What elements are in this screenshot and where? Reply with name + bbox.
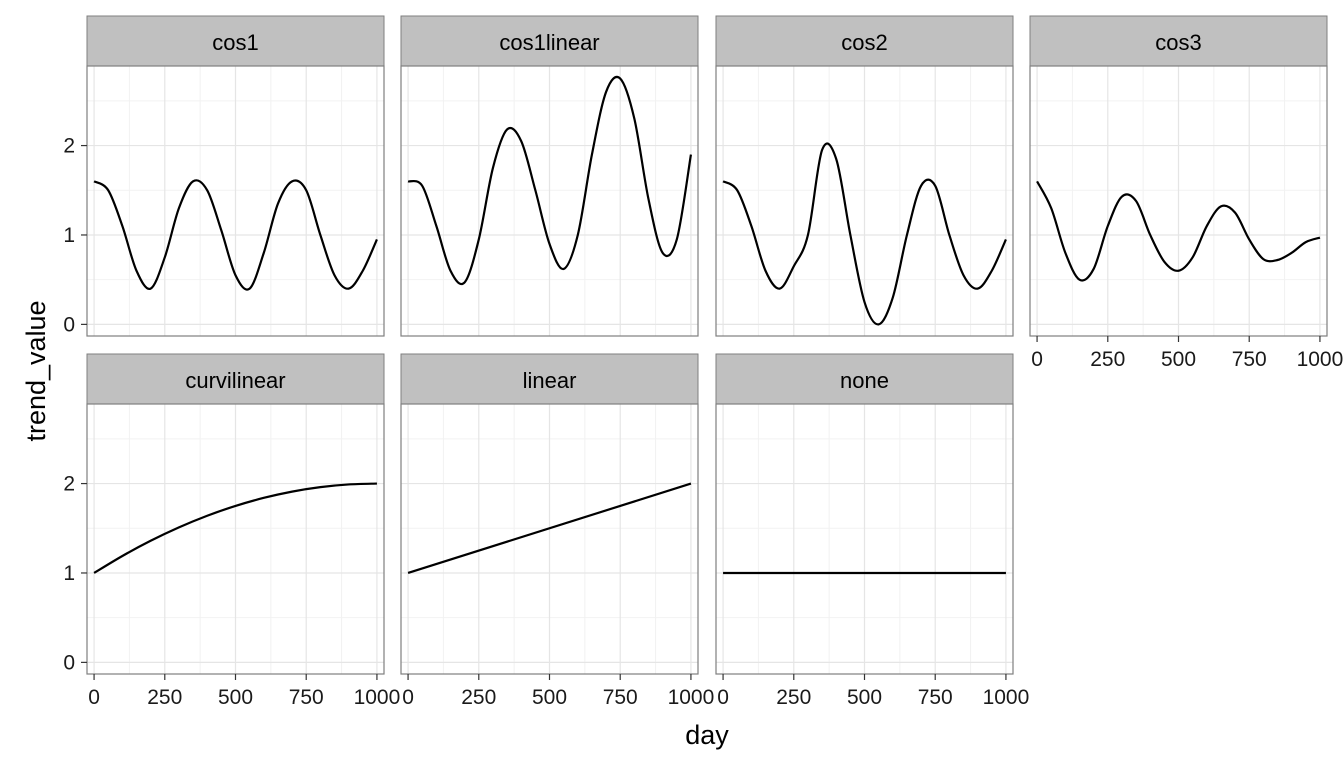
x-tick-label: 1000	[354, 686, 401, 709]
facet-strip	[715, 353, 1014, 405]
series-line-linear	[407, 482, 692, 575]
x-tick-label: 500	[218, 686, 253, 709]
series-line-cos2	[722, 142, 1007, 326]
facet-strip-label: cos1linear	[499, 30, 599, 55]
x-tick-label: 750	[1232, 348, 1267, 371]
facet-panel-cos3: cos3 0 250 500 750 1000	[1029, 15, 1344, 371]
x-tick-label: 1000	[668, 686, 715, 709]
series-line-cos1	[93, 179, 378, 291]
facet-panel-cos1linear: cos1linear	[400, 15, 699, 337]
x-tick-label: 0	[402, 686, 414, 709]
x-tick-label: 0	[717, 686, 729, 709]
facet-strip-label: cos3	[1155, 30, 1201, 55]
facet-strip	[86, 15, 385, 67]
y-axis-title: trend_value	[21, 300, 51, 441]
facet-panel-linear: linear 0 250 500 750 1000	[400, 353, 715, 709]
facet-strip	[1029, 15, 1328, 67]
y-tick-label: 0	[63, 651, 75, 674]
x-tick-label: 250	[776, 686, 811, 709]
facet-panel-curvilinear: curvilinear 0 1 2 0 250 500 750 1000	[63, 353, 401, 709]
x-tick-label: 500	[1161, 348, 1196, 371]
series-line-curvilinear	[93, 482, 377, 574]
facet-panel-none: none 0 250 500 750 1000	[715, 353, 1030, 709]
facet-strip-label: cos1	[212, 30, 258, 55]
x-tick-label: 500	[532, 686, 567, 709]
facet-strip	[715, 15, 1014, 67]
panel-border	[86, 65, 385, 337]
series-line-cos3	[1036, 180, 1321, 282]
facet-strip-label: linear	[523, 368, 577, 393]
x-tick-label: 1000	[1297, 348, 1344, 371]
facet-strip-label: curvilinear	[185, 368, 285, 393]
x-tick-label: 250	[1090, 348, 1125, 371]
x-tick-label: 250	[147, 686, 182, 709]
x-tick-label: 750	[289, 686, 324, 709]
series-line-cos1linear	[407, 75, 693, 286]
y-tick-label: 0	[63, 313, 75, 336]
y-tick-label: 1	[63, 224, 75, 247]
facet-strip-label: cos2	[841, 30, 887, 55]
facet-panel-cos1: cos1 0 1 2	[63, 15, 385, 337]
x-tick-label: 750	[603, 686, 638, 709]
x-axis-title: day	[685, 720, 729, 750]
x-tick-label: 0	[88, 686, 100, 709]
y-tick-label: 2	[63, 135, 75, 158]
x-tick-label: 250	[461, 686, 496, 709]
facet-strip	[400, 15, 699, 67]
y-tick-label: 2	[63, 473, 75, 496]
x-tick-label: 500	[847, 686, 882, 709]
x-tick-label: 0	[1031, 348, 1043, 371]
x-tick-label: 750	[918, 686, 953, 709]
panel-border	[715, 65, 1014, 337]
facet-strip	[86, 353, 385, 405]
y-tick-label: 1	[63, 562, 75, 585]
facet-panel-cos2: cos2	[715, 15, 1014, 337]
x-tick-label: 1000	[983, 686, 1030, 709]
facet-strip-label: none	[840, 368, 889, 393]
panel-border	[400, 65, 699, 337]
